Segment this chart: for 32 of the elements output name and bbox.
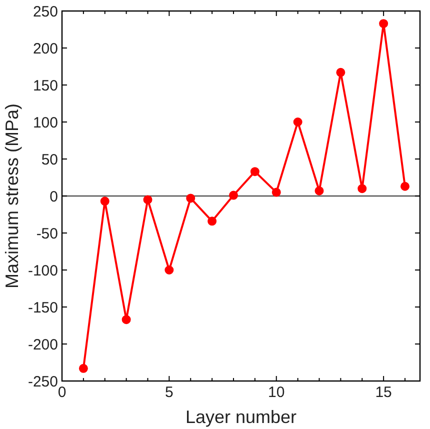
point [228, 190, 238, 200]
y-axis-title: Maximum stress (MPa) [2, 103, 22, 289]
point [100, 196, 110, 206]
point [379, 19, 388, 28]
x-tick-label: 5 [165, 384, 174, 401]
point [143, 195, 152, 204]
x-axis-title: Layer number [185, 407, 297, 427]
point [314, 186, 324, 196]
y-tick-label: 100 [32, 114, 58, 132]
y-tick-label: 150 [32, 77, 58, 94]
y-tick-label: -250 [28, 373, 58, 390]
y-tick-label: 200 [32, 40, 58, 58]
y-tick-label: 0 [50, 188, 58, 206]
point [250, 167, 260, 176]
point [186, 194, 196, 203]
point [272, 188, 281, 197]
y-tick-label: 50 [41, 151, 58, 168]
y-tick-label: -200 [28, 336, 58, 354]
point [164, 266, 174, 274]
y-tick-label: -150 [28, 299, 58, 316]
point [208, 216, 217, 226]
y-tick-label: -50 [36, 225, 58, 242]
x-tick-label: 10 [268, 384, 285, 401]
point [400, 182, 410, 191]
point [293, 118, 302, 126]
point [358, 184, 367, 194]
point [78, 364, 88, 373]
y-tick-label: -100 [28, 262, 58, 280]
point [122, 315, 131, 324]
y-tick-label: 250 [32, 3, 58, 20]
x-tick-label: 15 [375, 384, 392, 401]
point [336, 68, 346, 77]
